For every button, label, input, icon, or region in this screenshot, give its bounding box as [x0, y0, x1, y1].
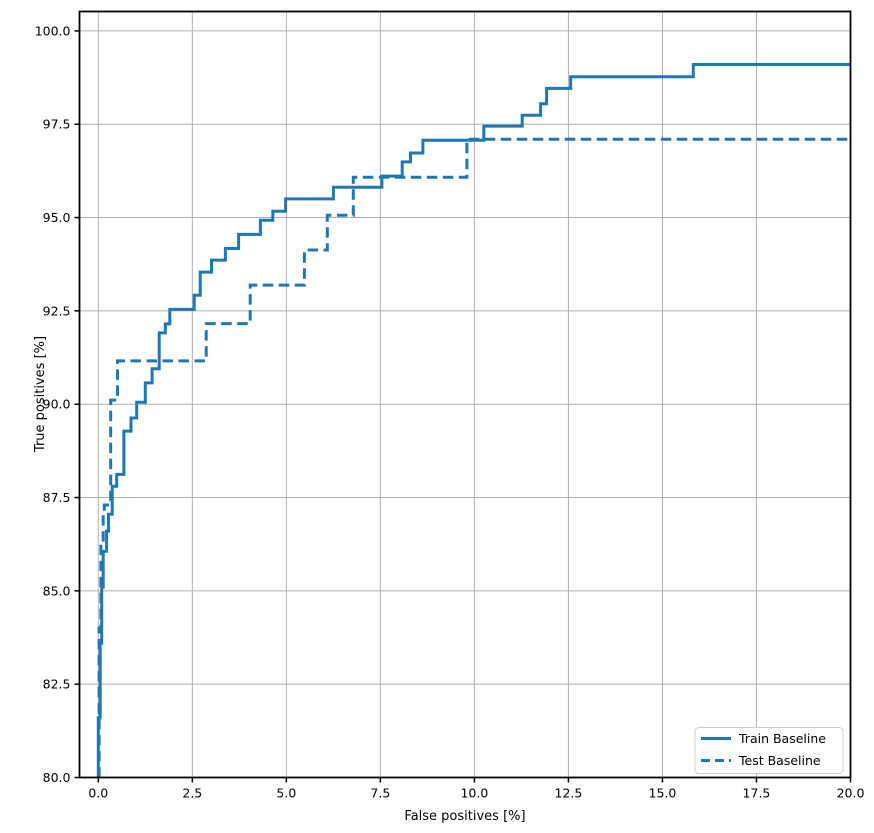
x-tick-label: 5.0 [276, 786, 296, 801]
y-tick-label: 82.5 [43, 677, 71, 692]
y-tick-label: 95.0 [43, 210, 71, 225]
x-tick-label: 15.0 [649, 786, 677, 801]
x-tick-label: 0.0 [88, 786, 108, 801]
legend-box [694, 727, 844, 774]
legend-label-train[interactable]: Train Baseline [738, 731, 826, 746]
y-tick-label: 80.0 [43, 770, 71, 785]
x-tick-label: 2.5 [182, 786, 202, 801]
series-layer [96, 63, 851, 778]
series-curve-solid [96, 63, 851, 778]
axes-spines [78, 10, 852, 779]
y-tick-label: 100.0 [35, 23, 71, 38]
x-tick-label: 17.5 [743, 786, 771, 801]
y-tick-label: 87.5 [43, 490, 71, 505]
x-tick-label: 20.0 [837, 786, 865, 801]
x-axis-label: False positives [%] [404, 809, 525, 824]
grid-layer [79, 11, 851, 778]
legend: Train Baseline Test Baseline [694, 727, 844, 774]
legend-label-test[interactable]: Test Baseline [738, 753, 821, 768]
series-curve-dashed [97, 137, 851, 778]
y-tick-label: 90.0 [43, 397, 71, 412]
y-axis-label: True positives [%] [33, 336, 48, 453]
x-tick-label: 12.5 [555, 786, 583, 801]
y-tick-label: 85.0 [43, 583, 71, 598]
x-tick-label: 10.0 [460, 786, 488, 801]
y-tick-label: 97.5 [43, 117, 71, 132]
y-tick-label: 92.5 [43, 303, 71, 318]
x-tick-label: 7.5 [370, 786, 390, 801]
tick-layer: 0.0 2.5 5.0 7.5 10.0 12.5 15.0 17.5 20.0 80.0 82.5… [35, 23, 865, 800]
